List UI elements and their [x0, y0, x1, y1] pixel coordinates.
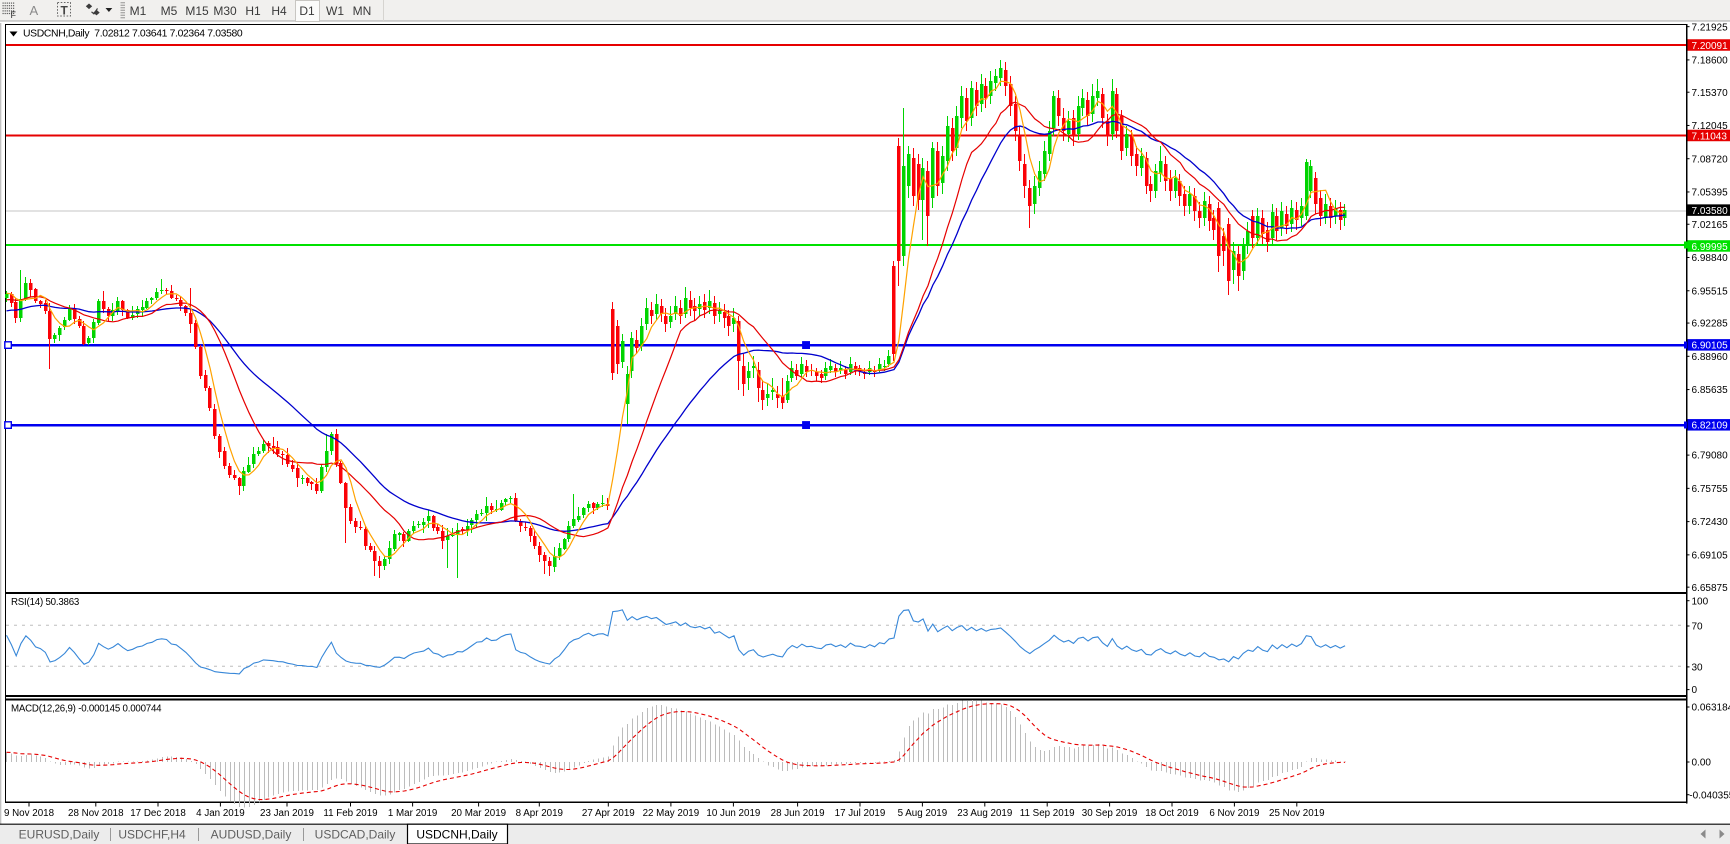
svg-text:6.72430: 6.72430 — [1692, 517, 1729, 528]
svg-text:22 May 2019: 22 May 2019 — [643, 808, 700, 819]
svg-text:M15: M15 — [185, 4, 209, 18]
svg-text:T: T — [61, 4, 69, 18]
svg-text:7.12045: 7.12045 — [1692, 121, 1729, 132]
svg-text:17 Dec 2018: 17 Dec 2018 — [130, 808, 186, 819]
svg-text:6.99995: 6.99995 — [1692, 242, 1729, 253]
svg-text:F: F — [11, 10, 17, 20]
svg-text:9 Nov 2018: 9 Nov 2018 — [4, 808, 55, 819]
svg-text:H1: H1 — [245, 4, 261, 18]
svg-text:7.15370: 7.15370 — [1692, 88, 1729, 99]
svg-text:0: 0 — [1692, 685, 1698, 696]
svg-text:USDCNH,Daily 7.02812 7.03641: USDCNH,Daily 7.02812 7.03641 7.02364 7.0… — [23, 29, 243, 40]
svg-text:6.95515: 6.95515 — [1692, 286, 1729, 297]
svg-text:30: 30 — [1692, 663, 1704, 674]
svg-text:100: 100 — [1692, 596, 1709, 607]
svg-text:MACD(12,26,9) -0.000145 0.0007: MACD(12,26,9) -0.000145 0.000744 — [11, 703, 162, 714]
svg-text:AUDUSD,Daily: AUDUSD,Daily — [211, 828, 292, 842]
svg-text:7.18600: 7.18600 — [1692, 56, 1729, 67]
svg-text:30 Sep 2019: 30 Sep 2019 — [1082, 808, 1138, 819]
svg-text:M1: M1 — [130, 4, 147, 18]
svg-text:M30: M30 — [213, 4, 237, 18]
svg-text:1 Mar 2019: 1 Mar 2019 — [388, 808, 438, 819]
svg-text:4 Jan 2019: 4 Jan 2019 — [196, 808, 244, 819]
svg-text:28 Jun 2019: 28 Jun 2019 — [771, 808, 825, 819]
svg-text:7.11043: 7.11043 — [1692, 131, 1728, 142]
svg-text:6.75755: 6.75755 — [1692, 484, 1729, 495]
svg-text:6.90105: 6.90105 — [1692, 341, 1729, 352]
svg-text:5 Aug 2019: 5 Aug 2019 — [898, 808, 948, 819]
svg-text:6.88960: 6.88960 — [1692, 352, 1729, 363]
svg-text:D1: D1 — [299, 4, 315, 18]
svg-text:H4: H4 — [271, 4, 287, 18]
svg-text:7.05395: 7.05395 — [1692, 188, 1729, 199]
svg-text:7.08720: 7.08720 — [1692, 154, 1729, 165]
svg-text:27 Apr 2019: 27 Apr 2019 — [582, 808, 635, 819]
svg-text:7.21925: 7.21925 — [1692, 22, 1729, 33]
svg-text:USDCHF,H4: USDCHF,H4 — [118, 828, 186, 842]
svg-text:70: 70 — [1692, 622, 1704, 633]
svg-text:23 Aug 2019: 23 Aug 2019 — [957, 808, 1012, 819]
svg-text:6 Nov 2019: 6 Nov 2019 — [1209, 808, 1259, 819]
svg-text:6.82109: 6.82109 — [1692, 421, 1729, 432]
svg-text:6.85635: 6.85635 — [1692, 385, 1729, 396]
svg-text:10 Jun 2019: 10 Jun 2019 — [706, 808, 760, 819]
svg-text:8 Apr 2019: 8 Apr 2019 — [516, 808, 563, 819]
svg-text:6.92285: 6.92285 — [1692, 319, 1729, 330]
svg-text:6.69105: 6.69105 — [1692, 550, 1729, 561]
svg-text:0.063184: 0.063184 — [1692, 703, 1730, 714]
svg-text:7.02165: 7.02165 — [1692, 220, 1729, 231]
svg-text:7.20091: 7.20091 — [1692, 41, 1729, 52]
svg-text:7.03580: 7.03580 — [1692, 206, 1729, 217]
svg-text:11 Feb 2019: 11 Feb 2019 — [323, 808, 377, 819]
svg-text:USDCAD,Daily: USDCAD,Daily — [315, 828, 396, 842]
svg-text:6.98840: 6.98840 — [1692, 253, 1729, 264]
svg-text:6.79080: 6.79080 — [1692, 451, 1729, 462]
svg-text:6.65875: 6.65875 — [1692, 583, 1729, 594]
svg-text:MN: MN — [353, 4, 372, 18]
svg-text:W1: W1 — [326, 4, 344, 18]
svg-text:M5: M5 — [161, 4, 178, 18]
svg-text:11 Sep 2019: 11 Sep 2019 — [1020, 808, 1075, 819]
svg-text:25 Nov 2019: 25 Nov 2019 — [1269, 808, 1325, 819]
svg-text:A: A — [30, 3, 39, 18]
svg-text:23 Jan 2019: 23 Jan 2019 — [260, 808, 314, 819]
svg-text:USDCNH,Daily: USDCNH,Daily — [416, 828, 497, 842]
svg-text:28 Nov 2018: 28 Nov 2018 — [68, 808, 124, 819]
svg-text:EURUSD,Daily: EURUSD,Daily — [19, 828, 100, 842]
svg-text:20 Mar 2019: 20 Mar 2019 — [451, 808, 506, 819]
svg-text:0.00: 0.00 — [1692, 758, 1712, 769]
svg-text:17 Jul 2019: 17 Jul 2019 — [835, 808, 886, 819]
svg-text:-0.040355: -0.040355 — [1689, 790, 1730, 801]
svg-text:18 Oct 2019: 18 Oct 2019 — [1145, 808, 1198, 819]
svg-text:RSI(14) 50.3863: RSI(14) 50.3863 — [11, 597, 79, 608]
